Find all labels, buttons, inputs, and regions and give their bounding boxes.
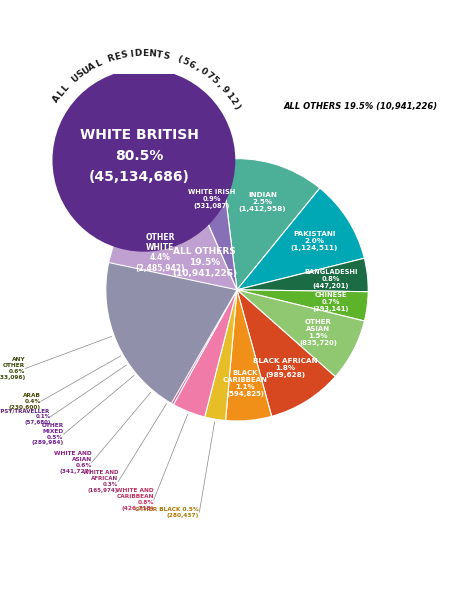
- Text: GYPSY/TRAVELLER
0.1%
(57,680): GYPSY/TRAVELLER 0.1% (57,680): [0, 408, 50, 425]
- Text: R: R: [107, 53, 116, 64]
- Wedge shape: [128, 290, 237, 365]
- Wedge shape: [143, 290, 237, 398]
- Wedge shape: [237, 258, 368, 292]
- Wedge shape: [184, 160, 237, 290]
- Text: 2: 2: [227, 96, 238, 106]
- Text: ,: ,: [194, 64, 201, 73]
- Text: U: U: [69, 73, 81, 85]
- Wedge shape: [237, 290, 365, 377]
- Wedge shape: [205, 290, 237, 420]
- Text: BLACK
CARIBBEAN
1.1%
(594,825): BLACK CARIBBEAN 1.1% (594,825): [223, 370, 268, 397]
- Text: (: (: [175, 54, 182, 65]
- Text: U: U: [81, 65, 92, 76]
- Wedge shape: [119, 290, 237, 362]
- Text: 5: 5: [181, 57, 190, 67]
- Text: 7: 7: [204, 70, 214, 82]
- Text: N: N: [148, 49, 156, 59]
- Text: D: D: [134, 49, 142, 59]
- Wedge shape: [106, 169, 237, 324]
- Wedge shape: [237, 290, 335, 416]
- Text: OTHER
WHITE
4.4%
(2,485,942): OTHER WHITE 4.4% (2,485,942): [136, 233, 185, 273]
- Wedge shape: [110, 290, 237, 347]
- Text: L: L: [94, 59, 103, 69]
- Text: WHITE AND
CARIBBEAN
0.8%
(426,715): WHITE AND CARIBBEAN 0.8% (426,715): [116, 488, 154, 511]
- Text: WHITE AND
AFRICAN
0.3%
(165,974): WHITE AND AFRICAN 0.3% (165,974): [82, 471, 118, 493]
- Text: INDIAN
2.5%
(1,412,958): INDIAN 2.5% (1,412,958): [238, 192, 286, 212]
- Text: I: I: [129, 50, 134, 59]
- Text: L: L: [55, 88, 66, 99]
- Wedge shape: [226, 290, 272, 421]
- Text: ): ): [231, 103, 241, 111]
- Text: A: A: [87, 62, 97, 73]
- Wedge shape: [237, 188, 365, 290]
- Text: ,: ,: [215, 80, 224, 90]
- Text: WHITE BRITISH
80.5%
(45,134,686): WHITE BRITISH 80.5% (45,134,686): [80, 128, 199, 184]
- Text: 9: 9: [219, 85, 230, 96]
- Text: BANGLADESHI
0.8%
(447,201): BANGLADESHI 0.8% (447,201): [304, 269, 357, 289]
- Text: E: E: [142, 49, 148, 58]
- Text: WHITE AND
ASIAN
0.6%
(341,727): WHITE AND ASIAN 0.6% (341,727): [54, 451, 91, 474]
- Text: PAKISTANI
2.0%
(1,124,511): PAKISTANI 2.0% (1,124,511): [291, 231, 338, 250]
- Text: OTHER
MIXED
0.5%
(289,984): OTHER MIXED 0.5% (289,984): [31, 423, 64, 445]
- Text: 6: 6: [187, 59, 197, 70]
- Text: 5: 5: [209, 75, 220, 86]
- Text: BLACK AFRICAN
1.8%
(989,628): BLACK AFRICAN 1.8% (989,628): [253, 358, 318, 378]
- Wedge shape: [173, 290, 237, 417]
- Text: OTHER
ASIAN
1.5%
(835,720): OTHER ASIAN 1.5% (835,720): [300, 319, 337, 346]
- Text: S: S: [75, 69, 86, 80]
- Text: OTHER BLACK 0.5%
(280,437): OTHER BLACK 0.5% (280,437): [136, 507, 199, 518]
- Text: CHINESE
0.7%
(393,141): CHINESE 0.7% (393,141): [312, 292, 349, 312]
- Wedge shape: [237, 290, 368, 321]
- Text: ARAB
0.4%
(230,600): ARAB 0.4% (230,600): [9, 393, 41, 410]
- Text: S: S: [120, 50, 128, 60]
- Text: E: E: [114, 52, 122, 62]
- Wedge shape: [221, 159, 320, 290]
- Text: ALL OTHERS 19.5% (10,941,226): ALL OTHERS 19.5% (10,941,226): [283, 102, 438, 111]
- Text: L: L: [60, 83, 71, 94]
- Wedge shape: [106, 263, 237, 404]
- Text: WHITE IRISH
0.9%
(531,087): WHITE IRISH 0.9% (531,087): [188, 189, 236, 209]
- Text: 0: 0: [199, 67, 209, 77]
- Circle shape: [53, 69, 235, 252]
- Text: ALL OTHERS
19.5%
(10,941,226): ALL OTHERS 19.5% (10,941,226): [172, 247, 237, 278]
- Text: T: T: [155, 50, 163, 60]
- Wedge shape: [163, 290, 237, 405]
- Text: A: A: [51, 94, 62, 105]
- Wedge shape: [130, 290, 237, 382]
- Text: S: S: [162, 51, 170, 61]
- Text: ANY
OTHER
0.6%
(333,096): ANY OTHER 0.6% (333,096): [0, 357, 26, 379]
- Text: 1: 1: [223, 90, 234, 100]
